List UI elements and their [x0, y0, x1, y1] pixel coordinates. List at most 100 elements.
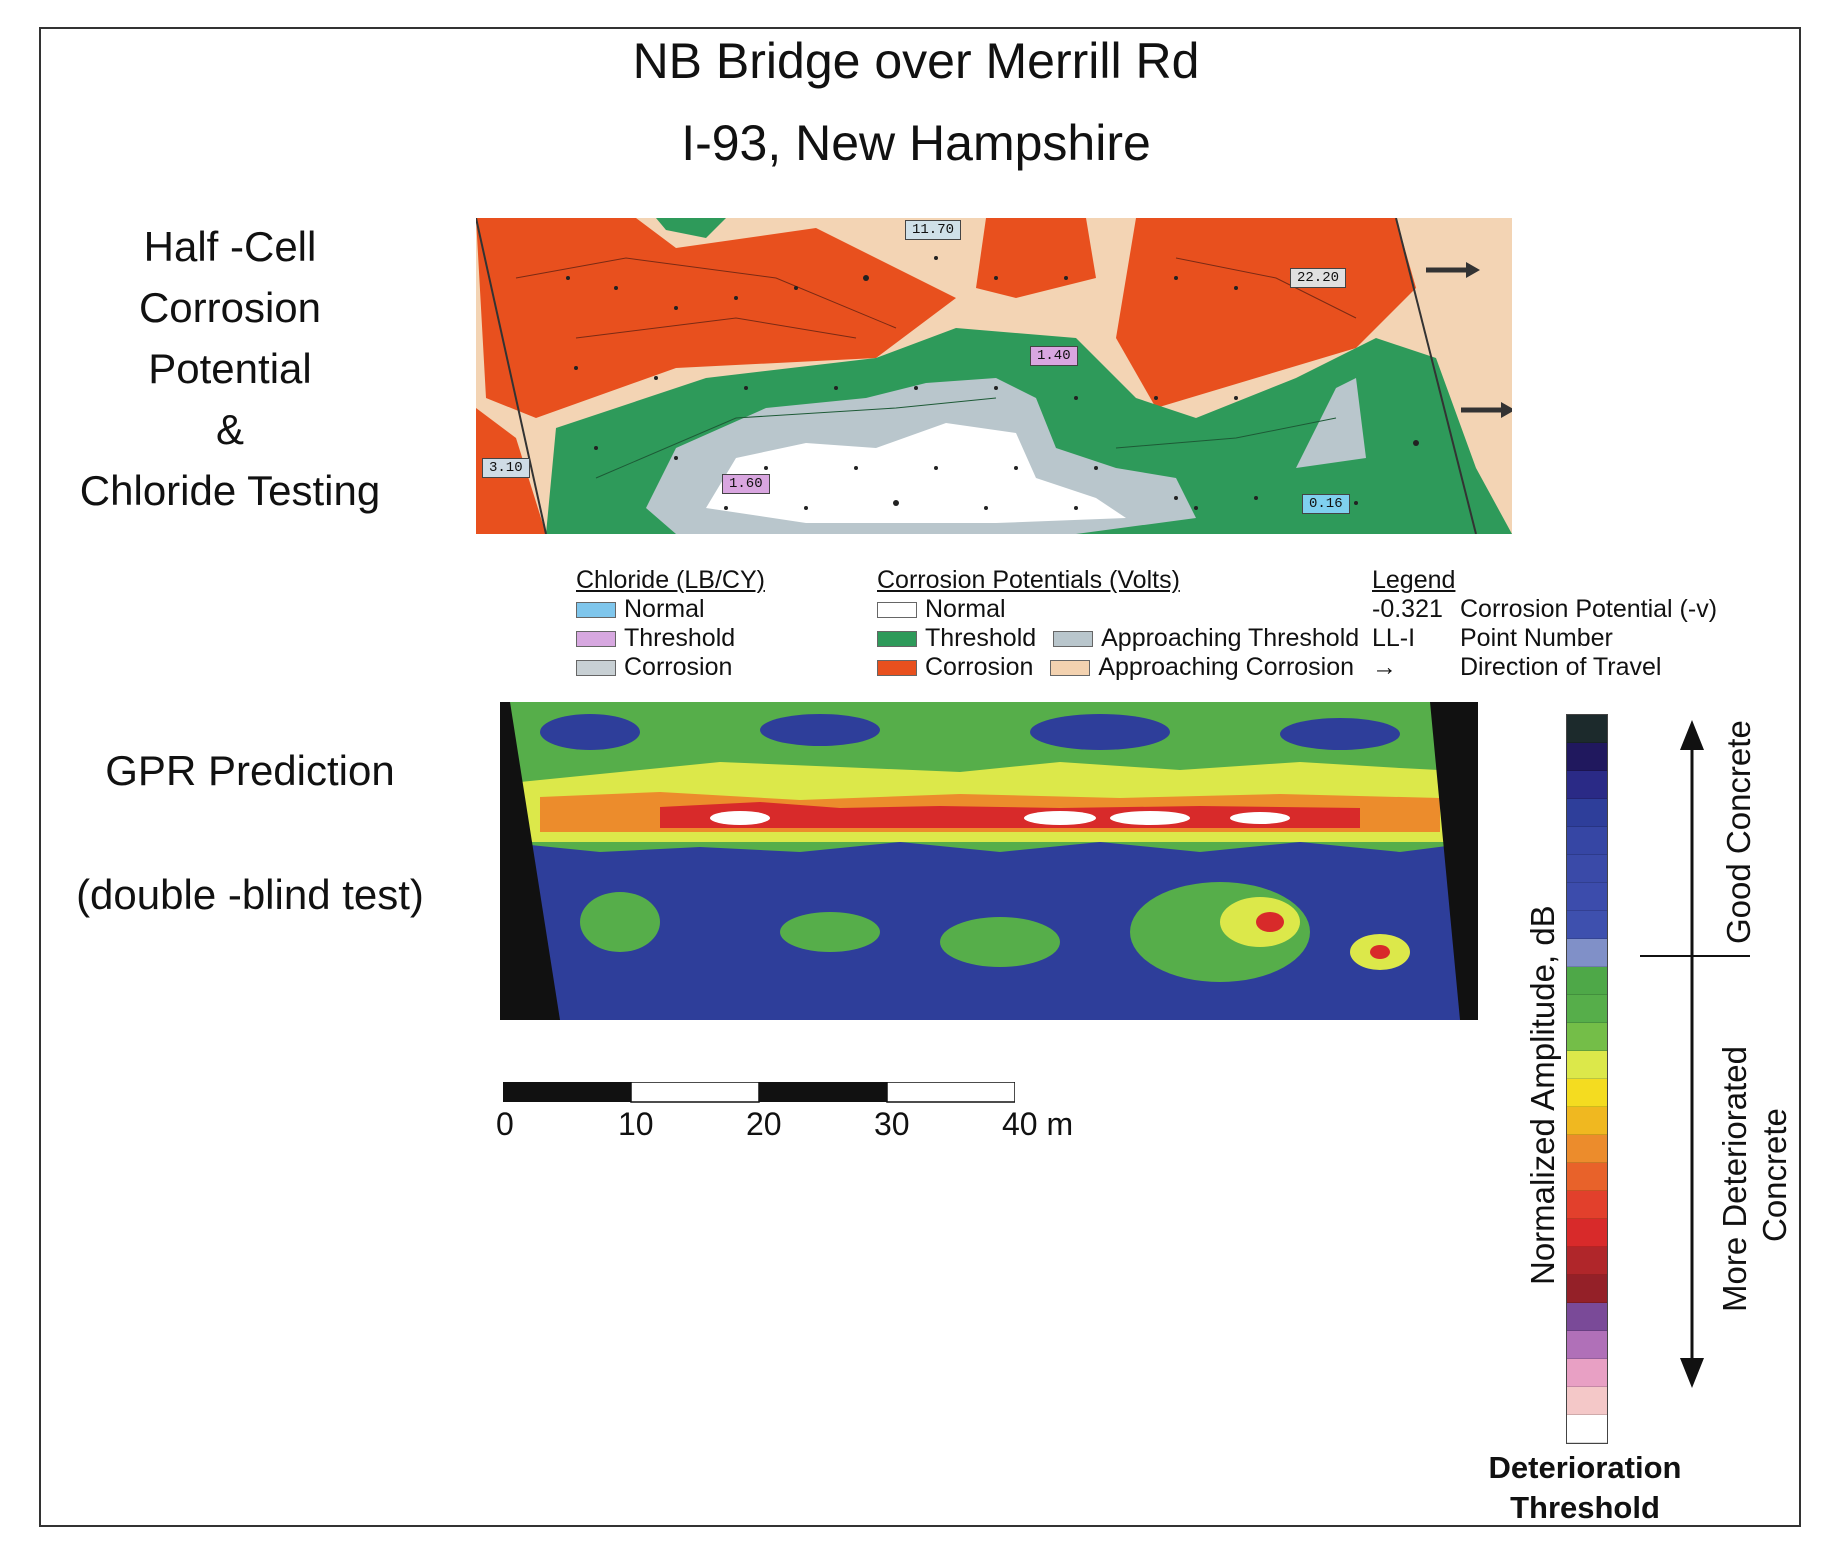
- key-desc: Direction of Travel: [1460, 653, 1662, 681]
- title-line-2: I-93, New Hampshire: [681, 115, 1151, 171]
- key-legend: Legend -0.321 Corrosion Potential (-v) LL…: [1372, 566, 1717, 682]
- colorbar-segment: [1567, 911, 1607, 939]
- legend-swatch: [877, 631, 917, 648]
- chloride-legend-item: Threshold: [576, 624, 765, 653]
- key-legend-row: → Direction of Travel: [1372, 653, 1717, 682]
- colorbar-segment: [1567, 1331, 1607, 1359]
- halfcell-label: Half -Cell Corrosion Potential & Chlorid…: [50, 216, 410, 521]
- legend-label: Approaching Corrosion: [1098, 653, 1355, 681]
- contour-line: [575, 317, 857, 339]
- figure-frame: [39, 27, 1801, 1527]
- gpr-hotspot: [1230, 812, 1290, 824]
- colorbar-segment: [1567, 855, 1607, 883]
- chloride-legend: Chloride (LB/CY) Normal Threshold Corros…: [576, 566, 765, 682]
- gpr-zone-green: [940, 917, 1060, 967]
- legend-swatch: [576, 660, 616, 677]
- halfcell-line-5: Chloride Testing: [79, 467, 381, 514]
- key-code: LL-I: [1372, 624, 1416, 652]
- contour-line: [1115, 417, 1337, 449]
- colorbar-segment: [1567, 715, 1607, 743]
- threshold-line-1: Deterioration: [1488, 1450, 1682, 1485]
- halfcell-line-2: Corrosion: [138, 284, 322, 331]
- legend-label: Threshold: [624, 624, 736, 652]
- corrosion-zone: [476, 218, 956, 418]
- gpr-hotspot: [1110, 811, 1190, 825]
- scale-tick-label: 0: [496, 1106, 514, 1142]
- map-value-tag: 1.40: [1030, 346, 1078, 366]
- colorbar-segment: [1567, 995, 1607, 1023]
- scale-bar: [503, 1082, 1015, 1103]
- map-value-tag: 1.60: [722, 474, 770, 494]
- scale-tick-label: 20: [746, 1106, 782, 1142]
- concrete-label: Concrete: [1756, 1108, 1793, 1242]
- gpr-hotspot: [710, 811, 770, 825]
- gpr-label: GPR Prediction: [105, 747, 395, 794]
- colorbar-segment: [1567, 799, 1607, 827]
- gpr-zone-red: [1370, 945, 1390, 959]
- legend-label: Approaching Threshold: [1101, 624, 1360, 652]
- colorbar-segment: [1567, 1079, 1607, 1107]
- gpr-zone-blue: [1280, 718, 1400, 750]
- legend-label: Normal: [925, 595, 1006, 623]
- colorbar-segment: [1567, 1247, 1607, 1275]
- scale-tick-label: 30: [874, 1106, 910, 1142]
- legend-swatch: [576, 631, 616, 648]
- approaching-threshold-zone: [1296, 378, 1366, 468]
- key-desc: Point Number: [1460, 624, 1613, 652]
- colorbar-segment: [1567, 1387, 1607, 1415]
- double-blind-label: (double -blind test): [76, 871, 424, 918]
- colorbar-segment: [1567, 1107, 1607, 1135]
- key-legend-header: Legend: [1372, 566, 1456, 594]
- contour-line: [595, 397, 997, 479]
- scale-tick-label: 40 m: [1002, 1106, 1074, 1142]
- key-desc: Corrosion Potential (-v): [1460, 595, 1718, 623]
- gpr-zone-red: [1256, 912, 1284, 932]
- legend-label: Corrosion: [624, 653, 733, 681]
- corrosion-legend-item: Threshold Approaching Threshold: [877, 624, 1360, 653]
- halfcell-line-4: &: [215, 406, 244, 453]
- colorbar-segment: [1567, 1135, 1607, 1163]
- colorbar-segment: [1567, 1051, 1607, 1079]
- scale-tick-label: 10: [618, 1106, 654, 1142]
- map-edge-line: [1395, 218, 1477, 534]
- colorbar-segment: [1567, 771, 1607, 799]
- map-edge-line: [476, 218, 547, 534]
- legend-label: Normal: [624, 595, 705, 623]
- gpr-edge-mask: [1430, 702, 1478, 1020]
- corrosion-legend-item: Corrosion Approaching Corrosion: [877, 653, 1357, 682]
- colorbar-segment: [1567, 967, 1607, 995]
- gpr-hotspot: [1024, 811, 1096, 825]
- halfcell-map: [476, 218, 1512, 534]
- deterioration-threshold-label: Deterioration Threshold: [1450, 1448, 1720, 1528]
- direction-arrow: [1461, 402, 1512, 418]
- map-value-tag: 0.16: [1302, 494, 1350, 514]
- gpr-zone-green: [780, 912, 880, 952]
- gpr-edge-mask: [500, 702, 560, 1020]
- colorbar-segment: [1567, 1359, 1607, 1387]
- threshold-line-2: Threshold: [1510, 1490, 1660, 1525]
- title-line-1: NB Bridge over Merrill Rd: [632, 33, 1200, 89]
- colorbar-segment: [1567, 1219, 1607, 1247]
- map-value-tag: 11.70: [905, 220, 962, 240]
- key-code: -0.321: [1372, 595, 1443, 623]
- more-deteriorated-label: More Deteriorated: [1716, 1046, 1753, 1312]
- normal-zone: [706, 423, 1126, 523]
- chloride-legend-item: Corrosion: [576, 653, 765, 682]
- legend-swatch: [576, 602, 616, 619]
- gpr-map: [500, 702, 1478, 1020]
- colorbar-axis-label: Normalized Amplitude, dB: [1524, 905, 1561, 1285]
- key-legend-row: -0.321 Corrosion Potential (-v): [1372, 595, 1717, 624]
- colorbar-segment: [1567, 1415, 1607, 1443]
- colorbar-segment: [1567, 883, 1607, 911]
- colorbar-segment: [1567, 1303, 1607, 1331]
- corrosion-legend-item: Normal: [877, 595, 1357, 624]
- threshold-zone: [656, 218, 726, 238]
- halfcell-line-3: Potential: [148, 345, 312, 392]
- legend-label: Threshold: [925, 624, 1037, 652]
- halfcell-line-1: Half -Cell: [143, 223, 317, 270]
- map-value-tag: 22.20: [1290, 268, 1347, 288]
- gpr-zone-blue: [760, 714, 880, 746]
- gpr-zone-blue: [1030, 714, 1170, 750]
- colorbar-segment: [1567, 1163, 1607, 1191]
- colorbar-segment: [1567, 743, 1607, 771]
